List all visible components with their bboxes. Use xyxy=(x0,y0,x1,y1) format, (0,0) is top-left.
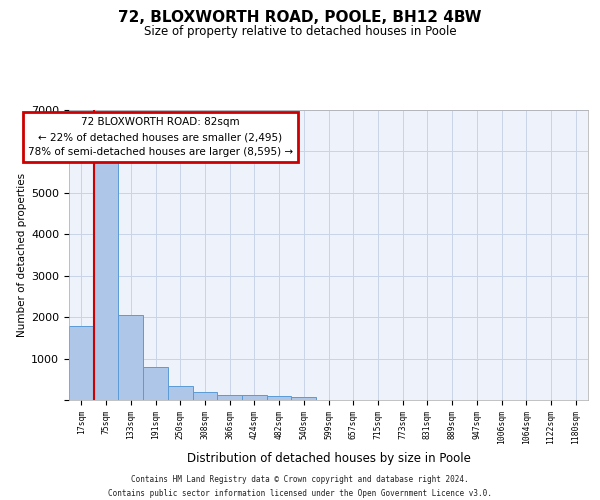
Bar xyxy=(94,160,118,400)
Bar xyxy=(193,392,217,400)
Bar xyxy=(118,314,143,400)
Text: 72, BLOXWORTH ROAD, POOLE, BH12 4BW: 72, BLOXWORTH ROAD, POOLE, BH12 4BW xyxy=(118,10,482,25)
Y-axis label: Number of detached properties: Number of detached properties xyxy=(17,173,27,337)
Bar xyxy=(143,367,168,400)
Bar xyxy=(267,396,292,400)
X-axis label: Distribution of detached houses by size in Poole: Distribution of detached houses by size … xyxy=(187,452,470,465)
Bar xyxy=(217,394,242,400)
Text: Contains HM Land Registry data © Crown copyright and database right 2024.
Contai: Contains HM Land Registry data © Crown c… xyxy=(108,476,492,498)
Text: Size of property relative to detached houses in Poole: Size of property relative to detached ho… xyxy=(143,25,457,38)
Bar xyxy=(69,326,94,400)
Bar xyxy=(242,396,267,400)
Text: 72 BLOXWORTH ROAD: 82sqm
← 22% of detached houses are smaller (2,495)
78% of sem: 72 BLOXWORTH ROAD: 82sqm ← 22% of detach… xyxy=(28,118,293,157)
Bar xyxy=(168,386,193,400)
Bar xyxy=(292,396,316,400)
